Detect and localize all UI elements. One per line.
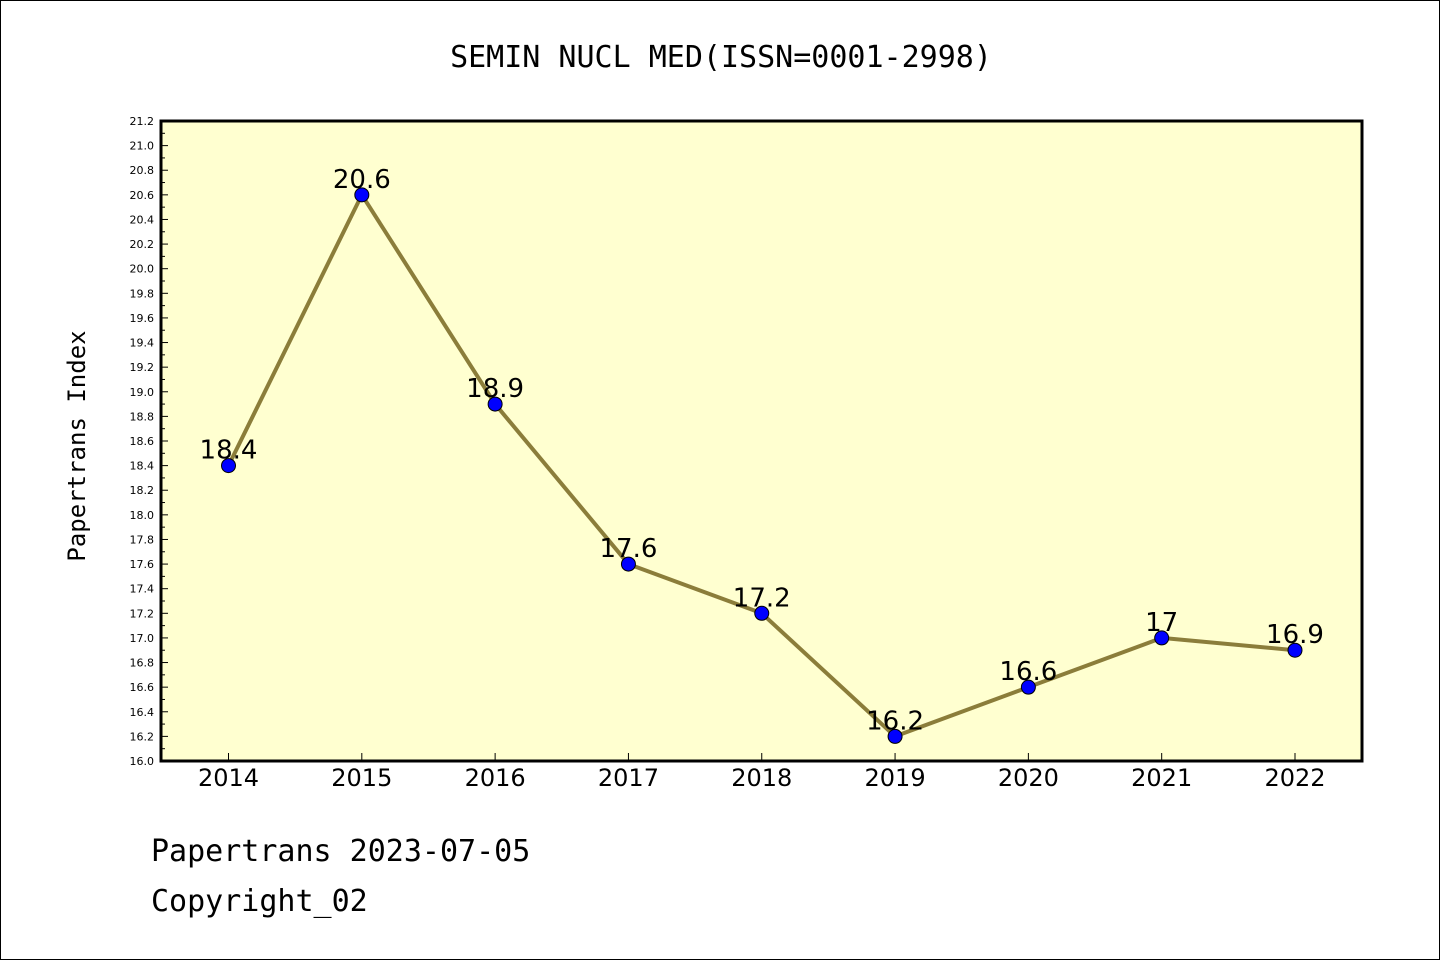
y-tick-label: 17.2 (130, 607, 155, 620)
y-tick-label: 20.8 (130, 164, 155, 177)
data-label: 16.2 (866, 706, 924, 736)
y-tick-label: 19.6 (130, 312, 155, 325)
data-point (354, 187, 370, 203)
footer-copyright-line: Copyright_02 (151, 884, 368, 919)
y-tick-label: 17.0 (130, 632, 155, 645)
x-tick-label: 2022 (1264, 764, 1325, 792)
data-series: 18.4 20.6 18.9 17.6 17.2 16.2 16.6 17 16.9 (200, 165, 1324, 744)
y-tick-label: 19.2 (130, 361, 155, 374)
data-point (487, 396, 503, 412)
y-tick-label: 17.8 (130, 533, 155, 546)
data-point (1020, 679, 1036, 695)
data-point (887, 728, 903, 744)
data-label: 17.2 (733, 583, 791, 613)
y-tick-label: 21.2 (130, 115, 155, 128)
data-point (221, 458, 236, 474)
y-tick-label: 16.0 (130, 755, 155, 768)
x-tick-label: 2017 (598, 764, 659, 792)
x-axis-ticks: 2014 2015 2016 2017 2018 2019 2020 2021 2022 (198, 753, 1326, 792)
x-tick-label: 2018 (731, 764, 792, 792)
x-tick-label: 2021 (1131, 764, 1192, 792)
x-tick-label: 2016 (465, 764, 526, 792)
data-point (1287, 642, 1303, 658)
data-point (620, 556, 636, 572)
y-tick-label: 18.8 (130, 410, 155, 423)
x-tick-label: 2014 (198, 764, 259, 792)
y-tick-label: 18.0 (130, 509, 155, 522)
data-point (1154, 630, 1170, 646)
y-tick-label: 17.6 (130, 558, 155, 571)
data-label: 18.4 (200, 436, 258, 466)
y-tick-label: 19.8 (130, 287, 155, 300)
y-tick-label: 16.8 (130, 657, 155, 670)
data-label: 17.6 (599, 534, 657, 564)
y-axis-label: Papertrans Index (63, 330, 91, 561)
y-tick-label: 20.0 (130, 263, 155, 276)
x-tick-label: 2020 (998, 764, 1059, 792)
y-axis-ticks: 16.0 16.2 16.4 16.6 16.8 17.0 17.2 17.4 17.6 17.8… (130, 115, 168, 768)
data-label: 16.6 (999, 657, 1057, 687)
y-tick-label: 17.4 (130, 583, 155, 596)
y-tick-label: 19.4 (130, 337, 155, 350)
y-tick-label: 21.0 (130, 140, 155, 153)
y-tick-label: 16.4 (130, 706, 155, 719)
y-tick-label: 16.2 (130, 730, 155, 743)
chart-title: SEMIN NUCL MED(ISSN=0001-2998) (450, 40, 992, 75)
y-tick-label: 18.2 (130, 484, 155, 497)
x-tick-label: 2019 (865, 764, 926, 792)
data-label: 16.9 (1266, 620, 1324, 650)
data-label: 18.9 (466, 374, 524, 404)
y-tick-label: 18.6 (130, 435, 155, 448)
data-label: 17 (1145, 608, 1178, 638)
data-label: 20.6 (333, 165, 391, 195)
footer-date-line: Papertrans 2023-07-05 (151, 834, 531, 869)
y-tick-label: 18.4 (130, 460, 155, 473)
y-tick-label: 20.2 (130, 238, 155, 251)
y-tick-label: 19.0 (130, 386, 155, 399)
data-point (754, 605, 770, 621)
y-tick-label: 20.6 (130, 189, 155, 202)
y-tick-label: 16.6 (130, 681, 155, 694)
y-tick-label: 20.4 (130, 213, 155, 226)
x-tick-label: 2015 (331, 764, 392, 792)
plot-area (159, 119, 1364, 763)
